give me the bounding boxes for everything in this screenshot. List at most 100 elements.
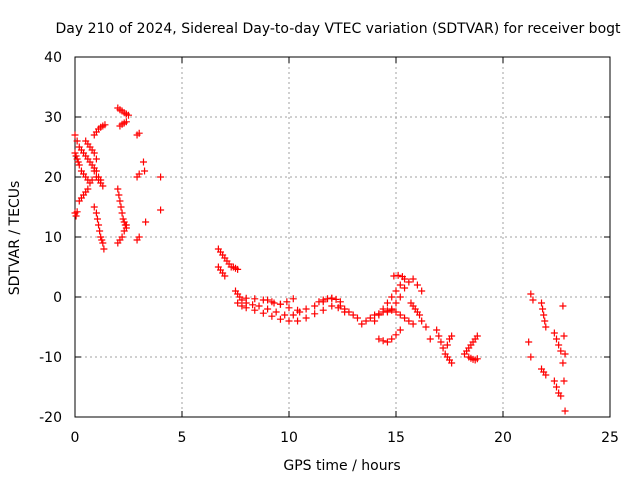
data-point: [119, 215, 127, 223]
x-tick-label: 0: [71, 430, 80, 446]
data-point: [392, 308, 400, 316]
series-s20: [229, 263, 242, 273]
x-tick-label: 25: [601, 430, 619, 446]
data-point: [120, 227, 128, 235]
data-point: [542, 323, 550, 331]
series-s15: [133, 233, 143, 244]
data-point: [433, 326, 441, 334]
data-point: [405, 317, 413, 325]
y-tick-label: 40: [44, 50, 62, 66]
y-tick-label: -10: [39, 350, 62, 366]
data-point: [84, 185, 92, 193]
series-s24: [264, 295, 297, 308]
data-point: [249, 301, 257, 309]
data-point: [383, 338, 391, 346]
data-point: [302, 314, 310, 322]
data-point: [550, 377, 558, 385]
data-point: [336, 302, 344, 310]
data-point: [118, 233, 126, 241]
series-s02: [71, 149, 92, 184]
data-point: [525, 338, 533, 346]
data-point: [311, 310, 319, 318]
data-point: [234, 299, 242, 307]
data-point: [268, 312, 276, 320]
series-s39: [525, 338, 535, 361]
data-point: [255, 302, 263, 310]
series-s41: [538, 365, 550, 379]
data-point: [426, 335, 434, 343]
data-point: [122, 221, 130, 229]
data-point: [388, 293, 396, 301]
series-s34: [433, 326, 456, 367]
data-point: [251, 295, 259, 303]
data-points: [71, 104, 569, 415]
data-point: [332, 295, 340, 303]
data-point: [375, 311, 383, 319]
data-point: [553, 335, 560, 343]
data-point: [238, 296, 246, 304]
data-point: [383, 299, 391, 307]
series-s14: [133, 170, 143, 181]
data-point: [439, 344, 447, 352]
series-s25: [315, 294, 344, 306]
data-point: [135, 129, 143, 137]
series-s40: [538, 299, 550, 331]
data-point: [141, 167, 149, 175]
data-point: [116, 197, 124, 205]
data-point: [157, 206, 165, 214]
data-point: [142, 218, 150, 226]
data-point: [242, 294, 250, 302]
data-point: [555, 341, 563, 349]
data-point: [93, 215, 101, 223]
x-axis-tick-labels: 0 5 10 15 20 25: [71, 430, 619, 446]
data-point: [328, 294, 336, 302]
data-point: [448, 359, 456, 367]
data-point: [281, 311, 289, 319]
series-s04: [75, 176, 96, 205]
data-point: [557, 347, 565, 355]
series-s30: [383, 275, 426, 316]
data-point: [315, 298, 323, 306]
series-s42: [550, 329, 565, 355]
series-s44: [559, 302, 569, 358]
data-point: [289, 311, 297, 319]
data-point: [371, 317, 379, 325]
data-point: [114, 185, 122, 193]
data-point: [125, 111, 132, 119]
series-s21: [232, 287, 304, 319]
data-point: [328, 302, 336, 310]
data-point: [392, 331, 400, 339]
data-point: [74, 158, 82, 166]
data-point: [88, 176, 96, 184]
data-point: [302, 305, 310, 313]
data-point: [90, 149, 98, 157]
series-s31: [390, 271, 406, 281]
data-point: [264, 305, 272, 313]
data-point: [289, 295, 297, 303]
data-point: [448, 332, 456, 340]
data-point: [375, 335, 383, 343]
y-tick-label: 20: [44, 170, 62, 186]
data-point: [135, 233, 143, 241]
x-tick-label: 15: [387, 430, 405, 446]
data-point: [311, 302, 319, 310]
series-s35: [443, 332, 456, 349]
data-point: [559, 302, 567, 310]
series-s12: [114, 221, 130, 247]
data-point: [539, 305, 547, 313]
x-tick-label: 20: [494, 430, 512, 446]
data-point: [418, 287, 426, 295]
data-point: [540, 311, 548, 319]
series-s19: [214, 263, 229, 280]
data-point: [396, 281, 404, 289]
series-s10: [116, 118, 130, 130]
data-point: [118, 209, 126, 217]
data-point: [358, 320, 366, 328]
series-s28: [371, 275, 409, 325]
data-point: [135, 170, 143, 178]
data-point: [95, 221, 103, 229]
data-point: [90, 203, 98, 211]
series-s13: [133, 129, 143, 139]
series-s07: [90, 167, 107, 190]
data-point: [276, 315, 284, 323]
